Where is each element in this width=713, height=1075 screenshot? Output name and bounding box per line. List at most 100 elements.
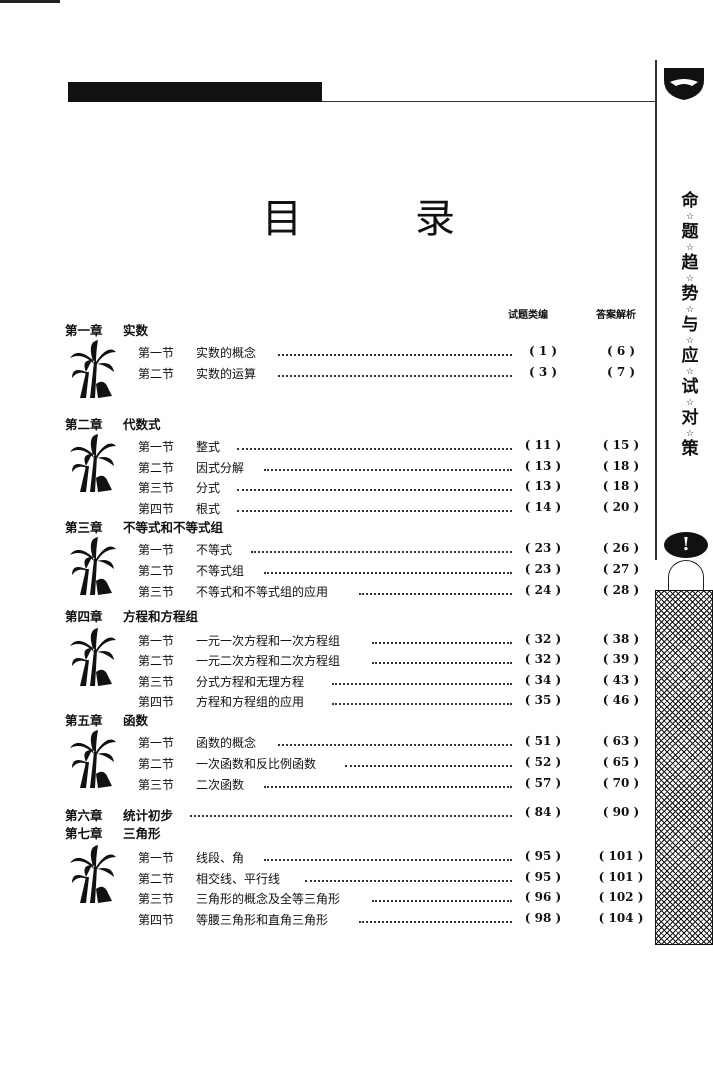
question-page: ( 11 ) <box>524 438 562 452</box>
section-label: 第三节 <box>138 892 175 906</box>
palm-tree-icon <box>68 535 118 601</box>
column-header-questions: 试题类编 <box>508 310 548 321</box>
chapter-title: 三角形 <box>123 826 161 841</box>
section-row[interactable]: 第三节 分式方程和无理方程 ( 34 ) ( 43 ) <box>0 673 713 693</box>
question-page: ( 96 ) <box>524 890 562 904</box>
section-row[interactable]: 第三节 三角形的概念及全等三角形 ( 96 ) ( 102 ) <box>0 890 713 910</box>
chapter-title: 方程和方程组 <box>123 609 199 624</box>
section-label: 第三节 <box>138 585 175 599</box>
section-row[interactable]: 第一节 实数的概念 ( 1 ) ( 6 ) <box>0 344 713 364</box>
section-label: 第二节 <box>138 872 175 886</box>
lattice-decoration <box>655 590 713 945</box>
chapter-label: 第三章 <box>65 520 103 535</box>
section-title: 方程和方程组的应用 <box>196 695 305 709</box>
chapter-label: 第一章 <box>65 323 103 338</box>
section-row[interactable]: 第三节 二次函数 ( 57 ) ( 70 ) <box>0 776 713 796</box>
side-banner-char: 题 <box>681 222 699 242</box>
dot-leader <box>190 815 512 817</box>
section-title: 一次函数和反比例函数 <box>196 757 317 771</box>
section-row[interactable]: 第四节 等腰三角形和直角三角形 ( 98 ) ( 104 ) <box>0 911 713 931</box>
question-page: ( 1 ) <box>528 344 558 358</box>
side-rule <box>655 60 657 560</box>
section-row[interactable]: 第二节 一次函数和反比例函数 ( 52 ) ( 65 ) <box>0 755 713 775</box>
chapter-label: 第四章 <box>65 609 103 624</box>
section-label: 第三节 <box>138 778 175 792</box>
side-banner-char: 命 <box>681 191 699 211</box>
section-title: 实数的运算 <box>196 367 257 381</box>
section-label: 第一节 <box>138 543 175 557</box>
chapter-row[interactable]: 第六章 统计初步 ( 84 ) ( 90 ) <box>0 805 713 825</box>
answer-page: ( 104 ) <box>598 911 644 925</box>
answer-page: ( 46 ) <box>602 693 640 707</box>
chapter-row[interactable]: 第五章 函数 <box>0 710 713 730</box>
answer-page: ( 39 ) <box>602 652 640 666</box>
column-header-answers: 答案解析 <box>596 310 636 321</box>
answer-page: ( 20 ) <box>602 500 640 514</box>
section-row[interactable]: 第二节 不等式组 ( 23 ) ( 27 ) <box>0 562 713 582</box>
side-banner-char: 与 <box>681 315 699 335</box>
answer-page: ( 18 ) <box>602 459 640 473</box>
section-row[interactable]: 第一节 不等式 ( 23 ) ( 26 ) <box>0 541 713 561</box>
question-page: ( 32 ) <box>524 632 562 646</box>
section-label: 第二节 <box>138 654 175 668</box>
chapter-title: 统计初步 <box>123 808 174 823</box>
chapter-row[interactable]: 第四章 方程和方程组 <box>0 606 713 626</box>
dot-leader <box>358 921 512 923</box>
section-title: 不等式和不等式组的应用 <box>196 585 329 599</box>
dot-leader <box>331 703 512 705</box>
chapter-row[interactable]: 第七章 三角形 <box>0 823 713 843</box>
answer-page: ( 70 ) <box>602 776 640 790</box>
section-label: 第三节 <box>138 481 175 495</box>
section-title: 一元二次方程和二次方程组 <box>196 654 341 668</box>
section-label: 第二节 <box>138 564 175 578</box>
section-title: 三角形的概念及全等三角形 <box>196 892 341 906</box>
exclamation-bubble-icon: ! <box>664 532 708 558</box>
section-row[interactable]: 第二节 一元二次方程和二次方程组 ( 32 ) ( 39 ) <box>0 652 713 672</box>
dot-leader <box>277 744 512 746</box>
chapter-row[interactable]: 第二章 代数式 <box>0 414 713 434</box>
scan-edge-line <box>0 0 60 3</box>
dot-leader <box>331 683 512 685</box>
header-rule <box>322 101 656 102</box>
page-title-left: 目 <box>262 196 302 242</box>
section-row[interactable]: 第三节 不等式和不等式组的应用 ( 24 ) ( 28 ) <box>0 583 713 603</box>
section-title: 实数的概念 <box>196 346 257 360</box>
section-label: 第一节 <box>138 634 175 648</box>
section-row[interactable]: 第二节 因式分解 ( 13 ) ( 18 ) <box>0 459 713 479</box>
section-row[interactable]: 第一节 整式 ( 11 ) ( 15 ) <box>0 438 713 458</box>
star-icon: ☆ <box>685 367 695 377</box>
section-row[interactable]: 第二节 实数的运算 ( 3 ) ( 7 ) <box>0 365 713 385</box>
answer-page: ( 101 ) <box>598 849 644 863</box>
question-page: ( 24 ) <box>524 583 562 597</box>
answer-page: ( 28 ) <box>602 583 640 597</box>
chapter-row[interactable]: 第三章 不等式和不等式组 <box>0 517 713 537</box>
star-icon: ☆ <box>685 212 695 222</box>
section-row[interactable]: 第三节 分式 ( 13 ) ( 18 ) <box>0 479 713 499</box>
page-title-right: 录 <box>415 196 455 242</box>
side-banner-char: 应 <box>681 346 699 366</box>
chapter-row[interactable]: 第一章 实数 <box>0 320 713 340</box>
header-black-bar <box>68 82 322 102</box>
chapter-title: 函数 <box>123 713 149 728</box>
section-label: 第一节 <box>138 346 175 360</box>
answer-page: ( 6 ) <box>606 344 636 358</box>
dot-leader <box>264 572 512 574</box>
section-row[interactable]: 第二节 相交线、平行线 ( 95 ) ( 101 ) <box>0 870 713 890</box>
section-row[interactable]: 第一节 函数的概念 ( 51 ) ( 63 ) <box>0 734 713 754</box>
answer-page: ( 7 ) <box>606 365 636 379</box>
section-title: 分式方程和无理方程 <box>196 675 305 689</box>
question-page: ( 23 ) <box>524 541 562 555</box>
section-title: 相交线、平行线 <box>196 872 281 886</box>
question-page: ( 52 ) <box>524 755 562 769</box>
section-label: 第一节 <box>138 440 175 454</box>
section-label: 第一节 <box>138 736 175 750</box>
section-row[interactable]: 第四节 方程和方程组的应用 ( 35 ) ( 46 ) <box>0 693 713 713</box>
answer-page: ( 90 ) <box>602 805 640 819</box>
dot-leader <box>237 510 512 512</box>
dot-leader <box>237 448 512 450</box>
section-row[interactable]: 第一节 一元一次方程和一次方程组 ( 32 ) ( 38 ) <box>0 632 713 652</box>
section-row[interactable]: 第四节 根式 ( 14 ) ( 20 ) <box>0 500 713 520</box>
section-label: 第三节 <box>138 675 175 689</box>
section-row[interactable]: 第一节 线段、角 ( 95 ) ( 101 ) <box>0 849 713 869</box>
section-title: 函数的概念 <box>196 736 257 750</box>
